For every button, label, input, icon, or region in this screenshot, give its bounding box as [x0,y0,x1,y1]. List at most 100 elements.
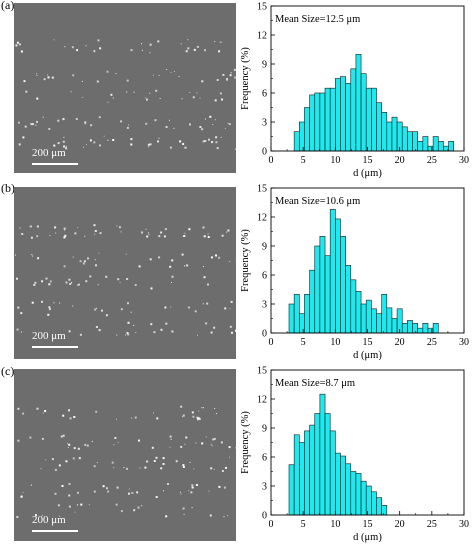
particle [150,287,153,290]
x-axis-label: d (μm) [353,532,382,543]
particle [210,331,213,334]
particle [63,145,66,148]
particle [36,225,39,228]
particle [63,265,66,268]
histogram-bar [360,73,367,152]
particle [64,46,66,48]
y-tick-label: 9 [262,242,267,253]
particle [51,76,54,79]
particle [221,98,223,101]
particle [230,300,233,303]
particle [146,460,149,463]
particle [126,126,129,129]
particle [196,416,199,419]
x-tick-label: 5 [301,155,306,166]
particle [158,137,160,139]
y-tick-label: 6 [262,89,267,100]
particle [173,71,175,72]
particle [106,487,108,490]
particle [131,492,134,494]
particle [171,282,172,283]
particle [213,437,216,440]
x-tick-label: 30 [459,519,469,530]
histogram-bar [401,323,408,334]
particle [202,266,204,268]
particle [234,148,236,150]
particle [76,504,78,506]
histogram-a: 0 5 10 15 20 25 30 0 3 6 9 12 15 d (μm) Frequency (%) M… [240,2,469,180]
histogram-bar [309,269,316,334]
particle [149,52,151,54]
histogram-bar [304,107,310,152]
particle [192,415,195,418]
particle [62,140,65,143]
particle [211,445,213,447]
histogram-bar [293,294,300,334]
particle [204,140,207,142]
particle [94,259,96,261]
particle [36,74,38,76]
particle [20,50,23,53]
particle [159,98,161,99]
histogram-bar [345,463,352,516]
particle [99,232,102,235]
particle [145,122,148,125]
particle [119,282,121,283]
histogram-bar [371,308,377,334]
particle [211,141,214,144]
particle [93,141,96,144]
x-tick-label: 10 [330,519,340,530]
particle [163,490,165,492]
particle [48,306,51,309]
particle [30,123,33,126]
particle [65,145,67,147]
x-tick-label: 10 [330,155,340,166]
y-tick-label: 12 [257,213,267,224]
particle [189,92,191,93]
particle [29,225,32,228]
particle [197,418,199,421]
particle [127,302,129,305]
y-axis-label: Frequency (%) [240,229,251,292]
particle [198,410,200,412]
particle [84,123,86,125]
particle [102,485,105,488]
particle [193,468,195,470]
particle [57,142,60,145]
x-tick-label: 25 [427,337,437,348]
y-tick-label: 12 [257,31,267,42]
particle [72,256,74,258]
particle [57,119,60,122]
particle [77,283,80,286]
particle-field [15,224,236,336]
x-tick-label: 15 [363,337,373,348]
particle [77,503,79,505]
particle [42,412,44,414]
particle [105,314,108,317]
particle [111,461,114,464]
particle [107,490,110,493]
particle [229,456,230,458]
particle [47,74,49,76]
particle [17,439,20,442]
particle [35,514,37,517]
histogram-bar [376,497,382,516]
particle [154,119,157,122]
mean-size-annotation: Mean Size=12.5 μm [275,14,360,25]
particle [96,462,98,464]
particle [48,128,51,130]
particle [79,260,82,263]
histogram-bar [293,131,300,152]
particle [16,516,19,518]
histogram-bar [355,291,362,334]
particle [235,447,236,449]
particle [139,467,141,469]
particle [160,328,163,331]
histogram-bar [376,102,382,152]
histogram-bar [340,455,346,516]
particle [32,255,33,257]
particle [222,73,225,76]
particle [85,45,87,47]
particle [86,143,87,145]
particle [185,436,188,439]
